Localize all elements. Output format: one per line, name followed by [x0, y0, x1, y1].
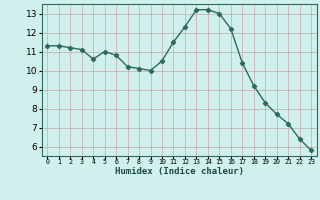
X-axis label: Humidex (Indice chaleur): Humidex (Indice chaleur) — [115, 167, 244, 176]
